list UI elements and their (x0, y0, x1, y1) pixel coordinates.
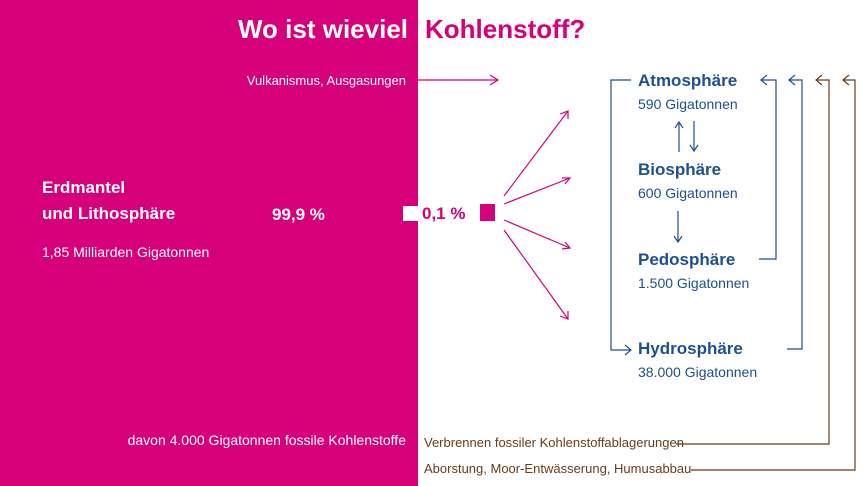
earth-interior-panel (0, 0, 418, 486)
atmosphere-name: Atmosphäre (638, 71, 738, 90)
land-use-arrow (691, 74, 856, 471)
biosphere-name: Biosphäre (638, 160, 722, 179)
hydrosphere-value: 38.000 Gigatonnen (638, 364, 758, 380)
atmo-bio-exchange (674, 120, 699, 153)
pedosphere-value: 1.500 Gigatonnen (638, 275, 750, 291)
atmosphere-value: 590 Gigatonnen (638, 96, 738, 112)
mantle-name-line2: und Lithosphäre (42, 204, 176, 223)
fossil-burning-label: Verbrennen fossiler Kohlenstoffablagerun… (424, 435, 684, 450)
mantle-name-line1: Erdmantel (42, 178, 126, 197)
surface-share-marker (480, 204, 495, 221)
title-part-1: Wo ist wieviel (237, 14, 408, 44)
fossil-carbon-label: davon 4.000 Gigatonnen fossile Kohlensto… (127, 432, 406, 448)
sphere-bracket (610, 79, 632, 356)
biosphere-value: 600 Gigatonnen (638, 185, 738, 201)
surface-share: 0,1 % (422, 204, 466, 223)
hydro-return-loop (787, 74, 803, 350)
hydrosphere-name: Hydrosphäre (638, 339, 743, 358)
surface-fan-arrows (503, 110, 572, 320)
mantle-amount: 1,85 Milliarden Gigatonnen (42, 244, 210, 260)
fossil-burning-arrow (676, 74, 830, 445)
volcanism-label: Vulkanismus, Ausgasungen (246, 73, 406, 88)
land-use-label: Aborstung, Moor-Entwässerung, Humusabbau (424, 461, 692, 476)
title-part-2: Kohlenstoff? (425, 14, 586, 44)
pedo-return-loop (759, 74, 777, 260)
pedosphere-name: Pedosphäre (638, 250, 736, 269)
mantle-share-marker (403, 206, 418, 221)
volcanism-arrow (418, 74, 500, 86)
mantle-share: 99,9 % (272, 205, 325, 224)
bio-pedo-arrow (673, 211, 683, 244)
